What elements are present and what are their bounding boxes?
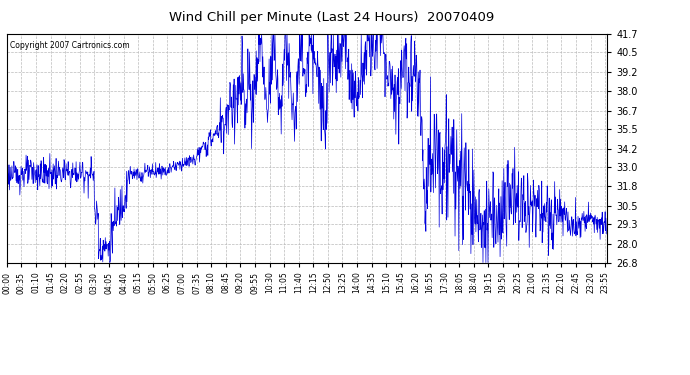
Text: Copyright 2007 Cartronics.com: Copyright 2007 Cartronics.com — [10, 40, 130, 50]
Text: Wind Chill per Minute (Last 24 Hours)  20070409: Wind Chill per Minute (Last 24 Hours) 20… — [168, 11, 494, 24]
